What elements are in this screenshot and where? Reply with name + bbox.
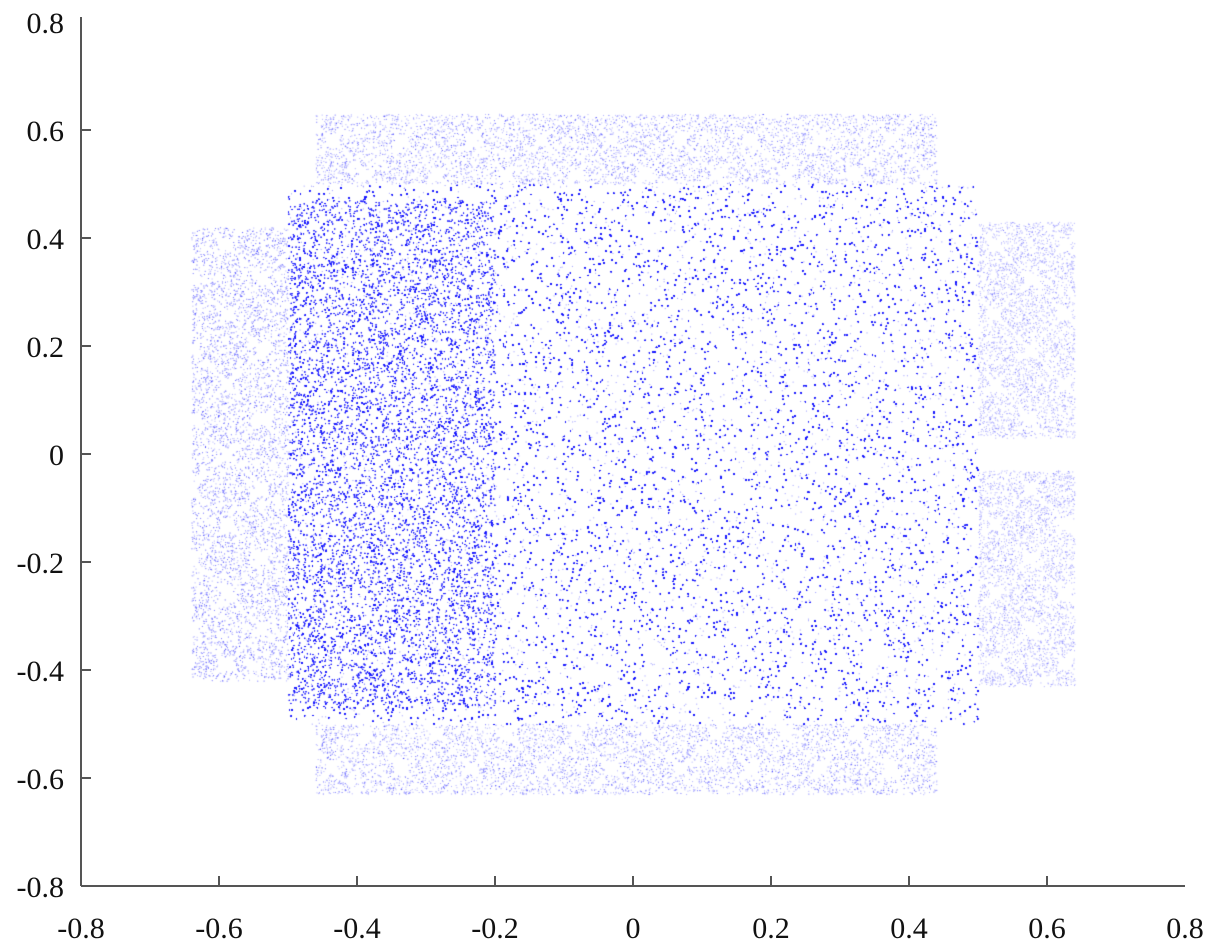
x-tick-label: 0.4 [890,912,928,945]
x-tick-label: -0.2 [471,912,519,945]
y-tick-label: 0.4 [27,223,65,256]
y-tick-label: 0 [49,439,64,472]
y-tick-label: -0.4 [17,655,65,688]
x-tick-label: 0.8 [1166,912,1204,945]
x-tick-label: 0 [626,912,641,945]
y-tick-label: -0.2 [17,547,65,580]
x-tick-label: 0.2 [752,912,790,945]
x-tick-label: 0.6 [1028,912,1066,945]
y-tick-label: 0.8 [27,7,65,40]
y-tick-label: -0.8 [17,871,65,904]
y-tick-label: 0.2 [27,331,65,364]
y-tick-label: 0.6 [27,115,65,148]
y-tick-label: -0.6 [17,763,65,796]
x-tick-label: -0.6 [195,912,243,945]
x-tick-label: -0.8 [57,912,105,945]
x-tick-label: -0.4 [333,912,381,945]
